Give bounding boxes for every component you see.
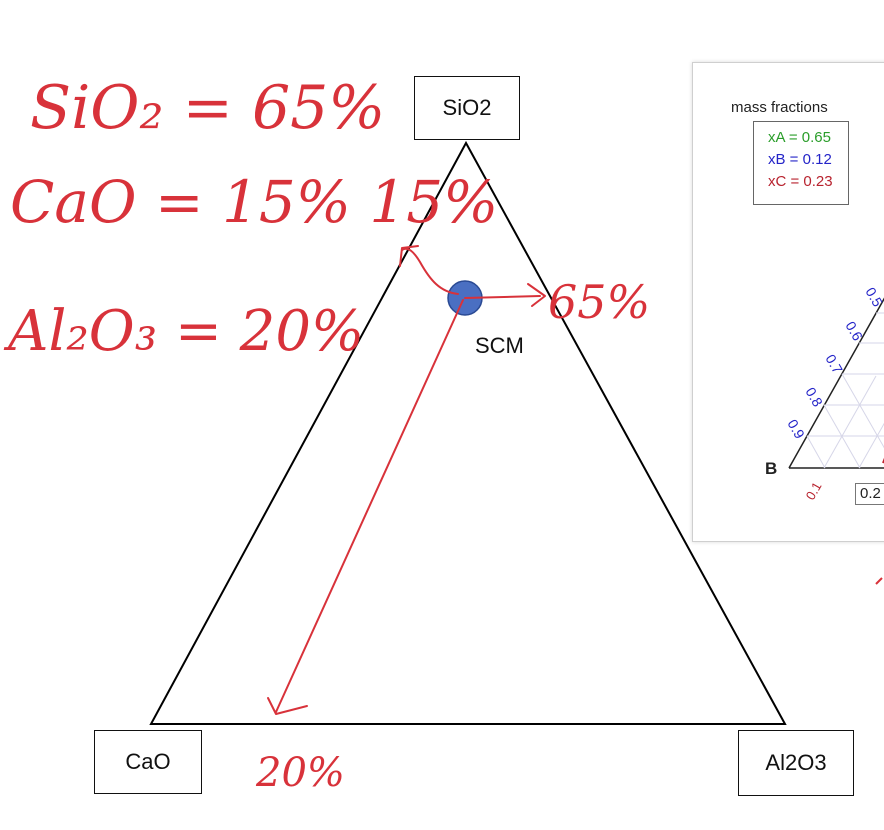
annotation-arrows (267, 245, 546, 715)
ternary-triangle (149, 140, 787, 725)
note-65-right: 65% (548, 275, 650, 329)
mass-fraction-a: xA = 0.65 (768, 129, 831, 146)
vertex-box-sio2: SiO2 (414, 76, 520, 140)
mass-fraction-b: xB = 0.12 (768, 151, 832, 168)
inset-triangle: 0.5 0.6 0.7 0.8 0.9 0.1 (784, 285, 884, 503)
vertex-label-cao: CaO (125, 749, 171, 774)
note-al2o3: Al₂O₃ = 20% (3, 299, 364, 364)
mass-fraction-c: xC = 0.23 (768, 173, 833, 190)
vertex-label-al2o3: Al2O3 (765, 750, 827, 775)
vertex-box-cao: CaO (94, 730, 202, 794)
mass-fractions-box: xA = 0.65 xB = 0.12 xC = 0.23 (753, 121, 849, 205)
arrow-right-head (527, 283, 546, 307)
arrow-right (464, 295, 541, 299)
scm-label: SCM (475, 333, 524, 358)
arrow-to-base-head (267, 697, 308, 715)
vertex-box-al2o3: Al2O3 (738, 730, 854, 796)
inset-ternary-panel: mass fractions xA = 0.65 xB = 0.12 xC = … (692, 62, 884, 542)
note-20-bottom: 20% (255, 750, 345, 796)
inset-value-field[interactable]: 0.2 (855, 483, 884, 505)
note-sio2: SiO₂ = 65% (30, 73, 385, 143)
vertex-label-sio2: SiO2 (442, 95, 492, 120)
arrow-to-base (275, 299, 464, 713)
arrow-up-left-head (399, 245, 419, 267)
mass-fractions-title: mass fractions (731, 99, 828, 116)
arrow-up-left (401, 247, 459, 295)
inset-vertex-b: B (765, 459, 778, 478)
note-cao: CaO = 15% 15% (10, 168, 498, 236)
